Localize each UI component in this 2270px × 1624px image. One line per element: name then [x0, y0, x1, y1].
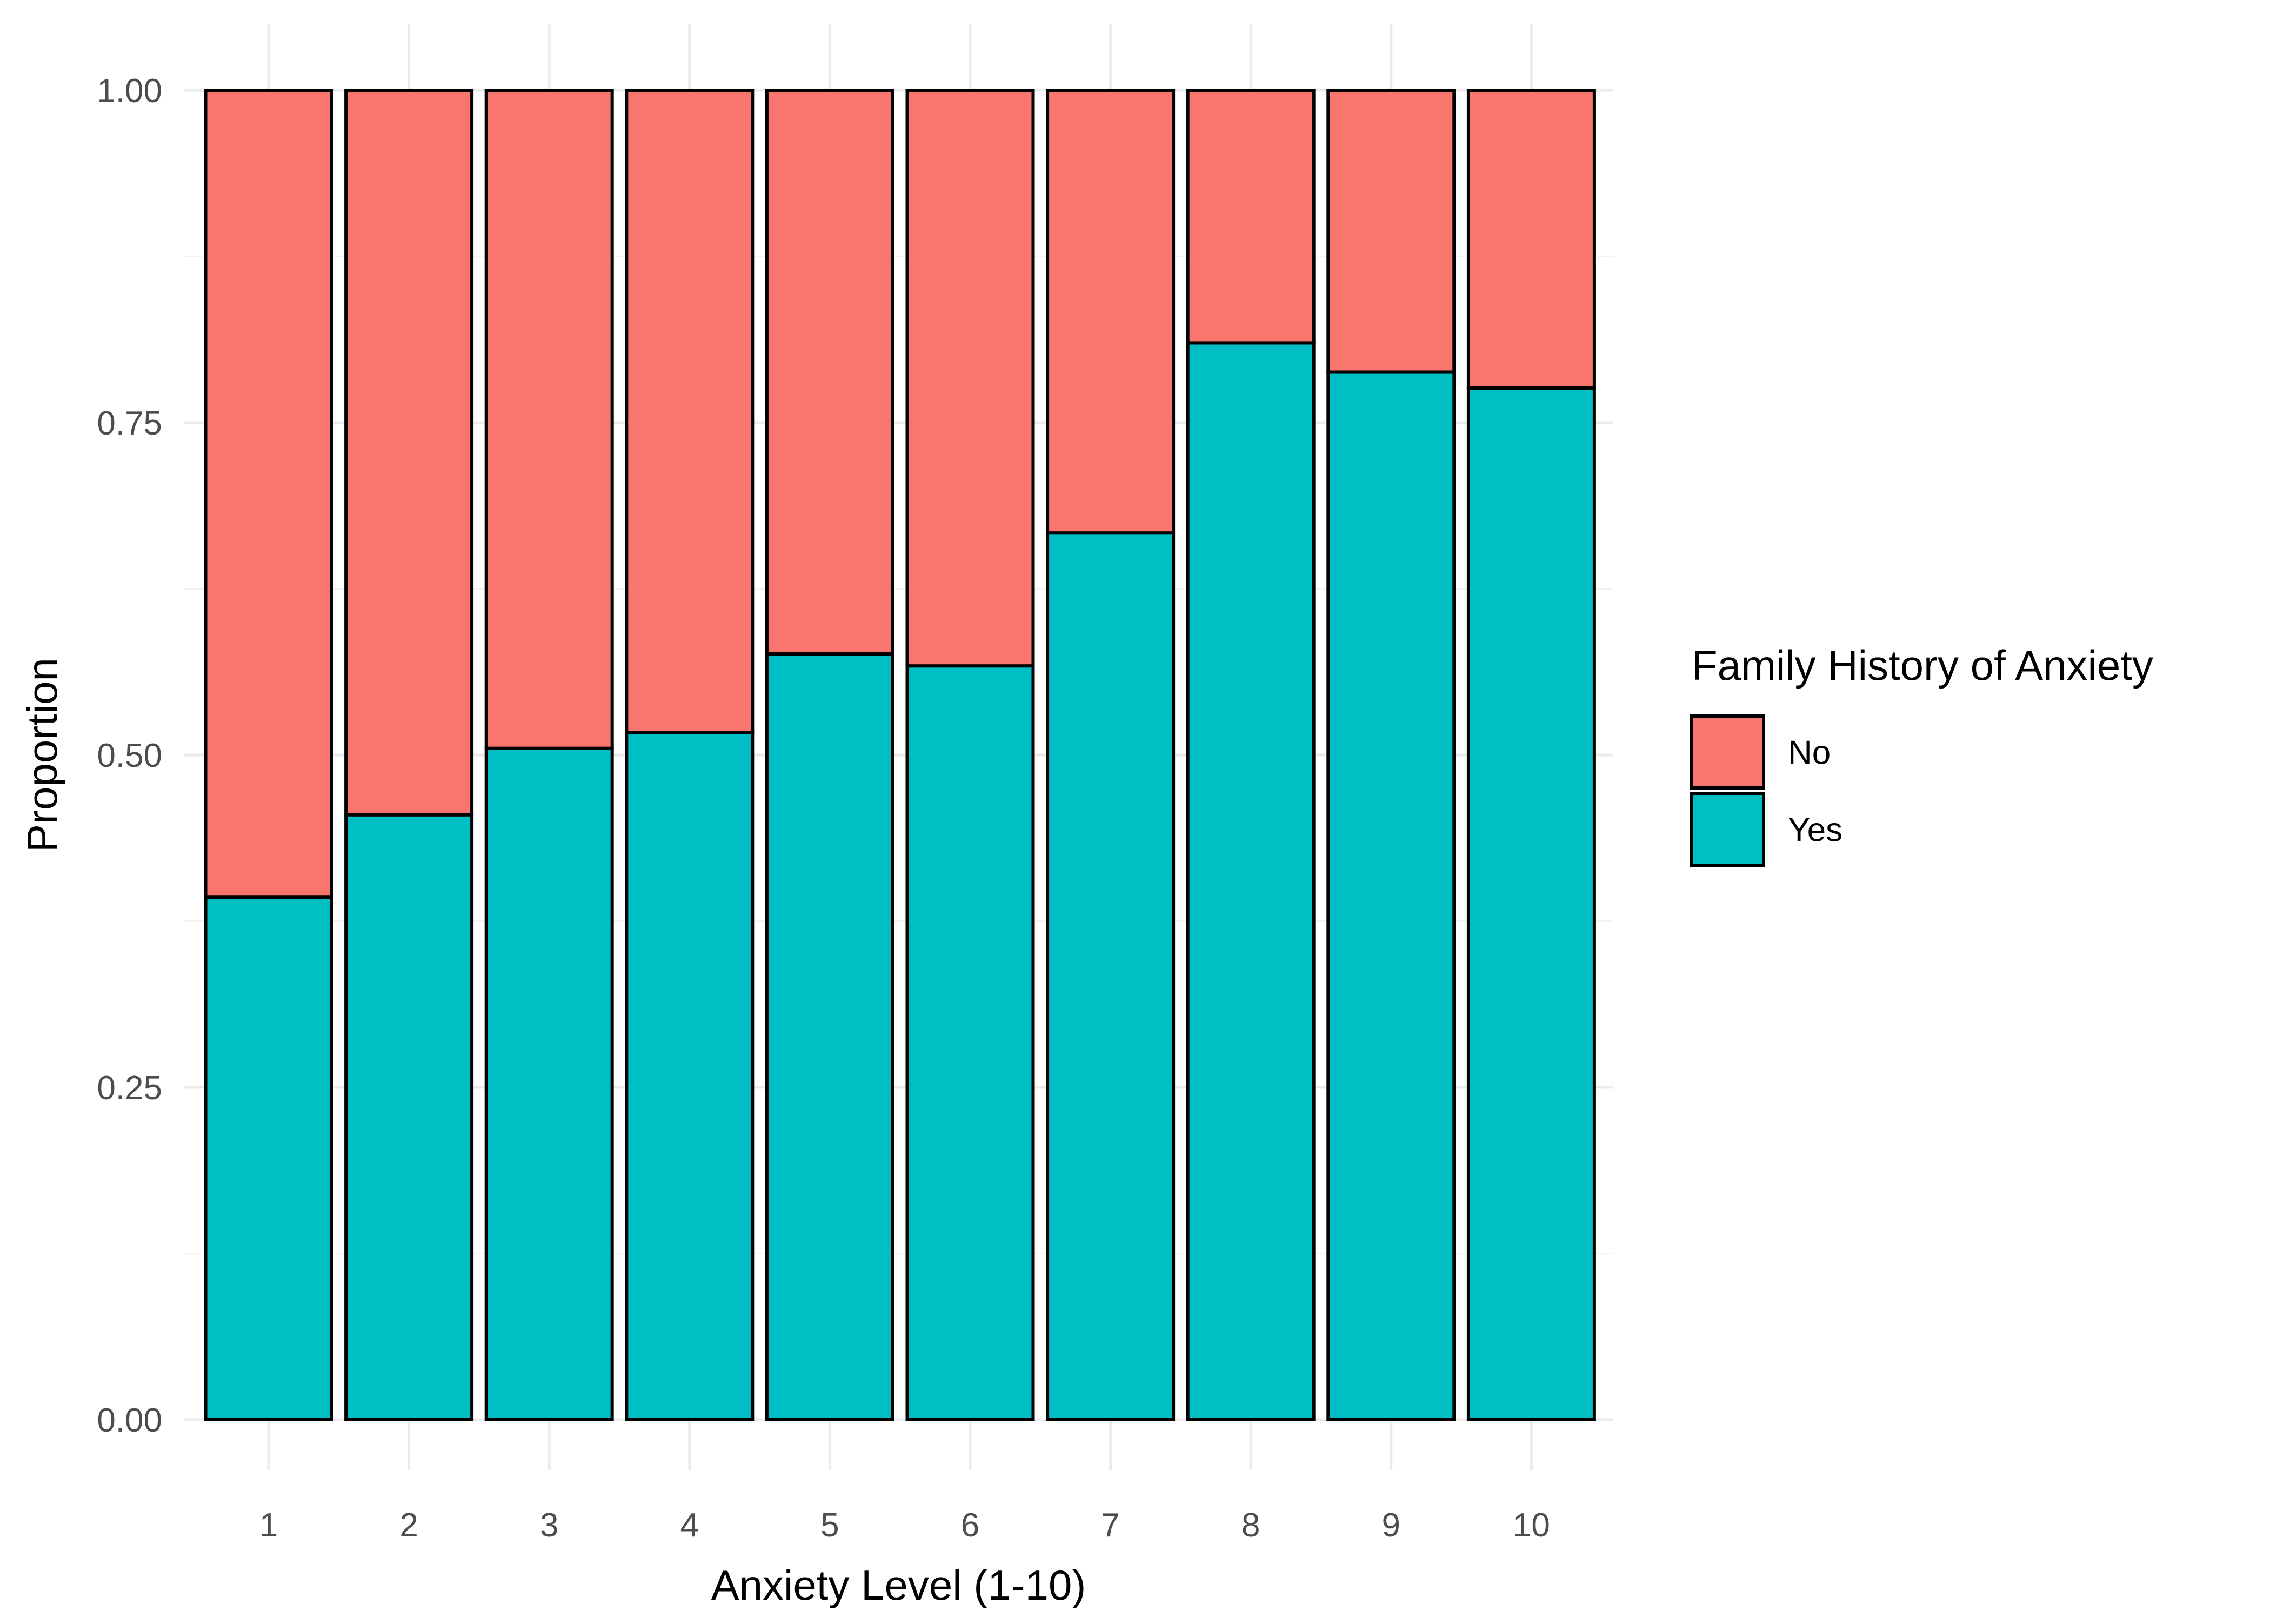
y-axis-title: Proportion: [18, 658, 66, 852]
legend-label-no: No: [1788, 734, 1831, 772]
bar-segment-yes-5: [765, 652, 894, 1421]
y-tick-label: 1.00: [97, 72, 162, 110]
legend: Family History of Anxiety No Yes: [1690, 641, 2153, 867]
legend-items: No Yes: [1690, 714, 1842, 867]
bar-segment-yes-10: [1466, 386, 1596, 1421]
x-tick-label: 5: [820, 1507, 839, 1544]
x-tick-label: 1: [259, 1507, 278, 1544]
bar-segment-no-1: [204, 89, 333, 899]
bar-segment-no-10: [1466, 89, 1596, 390]
bar-segment-no-5: [765, 89, 894, 656]
y-tick-label: 0.75: [97, 405, 162, 442]
x-tick-label: 2: [399, 1507, 418, 1544]
bar-segment-no-4: [625, 89, 755, 734]
bar-segment-no-3: [484, 89, 614, 750]
bar-segment-yes-1: [204, 895, 333, 1421]
x-axis-title: Anxiety Level (1-10): [711, 1561, 1086, 1609]
x-tick-label: 10: [1513, 1507, 1550, 1544]
legend-title: Family History of Anxiety: [1692, 641, 2153, 689]
bar-segment-yes-3: [484, 746, 614, 1421]
legend-key-no: [1690, 714, 1765, 790]
bar-segment-no-8: [1186, 89, 1316, 345]
bar-segment-yes-4: [625, 731, 755, 1421]
x-tick-label: 6: [961, 1507, 979, 1544]
x-tick-label: 7: [1101, 1507, 1119, 1544]
bar-segment-no-2: [344, 89, 474, 817]
bar-segment-yes-8: [1186, 341, 1316, 1421]
legend-key-yes: [1690, 792, 1765, 867]
bar-segment-yes-9: [1326, 370, 1456, 1421]
bar-segment-no-6: [905, 89, 1035, 668]
x-tick-label: 3: [540, 1507, 558, 1544]
bar-segment-yes-2: [344, 813, 474, 1421]
x-tick-label: 8: [1241, 1507, 1260, 1544]
bar-segment-no-7: [1046, 89, 1176, 535]
bar-segment-yes-6: [905, 664, 1035, 1421]
bar-segment-yes-7: [1046, 531, 1176, 1421]
x-tick-label: 4: [680, 1507, 699, 1544]
y-tick-label: 0.50: [97, 737, 162, 774]
y-tick-label: 0.25: [97, 1070, 162, 1107]
legend-label-yes: Yes: [1788, 812, 1842, 849]
ticks-layer: 0.00 0.25 0.50 0.75 1.00 1 2 3 4 5 6 7 8 9 10: [97, 72, 1550, 1544]
bars-layer: [204, 89, 1596, 1421]
y-tick-label: 0.00: [97, 1402, 162, 1439]
bar-segment-no-9: [1326, 89, 1456, 374]
x-tick-label: 9: [1382, 1507, 1400, 1544]
